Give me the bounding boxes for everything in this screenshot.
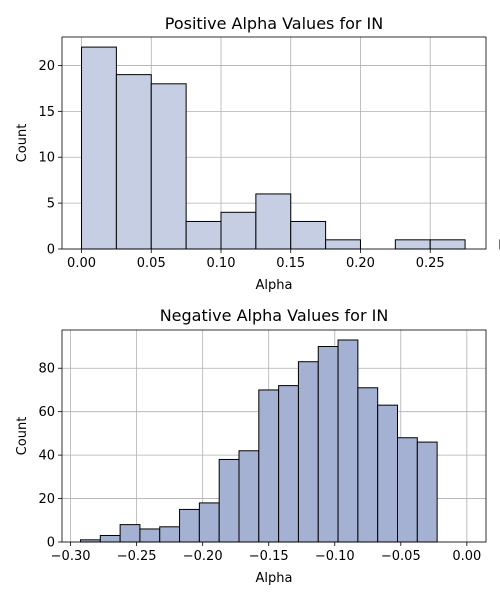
positive-x-tick-label-1: 0.05 bbox=[137, 256, 166, 271]
positive-axes-frame bbox=[61, 36, 487, 250]
positive-y-tick-label-2: 10 bbox=[38, 151, 55, 166]
negative-x-tick-label-0: −0.30 bbox=[51, 549, 91, 564]
negative-bar-8 bbox=[238, 450, 260, 543]
negative-bar-16 bbox=[397, 437, 418, 543]
negative-alpha-histogram: −0.30 −0.25 −0.20 −0.15 −0.10 −0.05 0.00 0 20 40… bbox=[15, 306, 487, 586]
negative-bar-9 bbox=[258, 389, 280, 543]
negative-bar-5 bbox=[179, 508, 200, 543]
negative-y-tick-label-4: 80 bbox=[38, 362, 55, 377]
negative-x-tick-label-2: −0.20 bbox=[183, 549, 223, 564]
positive-x-tick-label-4: 0.20 bbox=[346, 256, 375, 271]
negative-bars bbox=[79, 339, 438, 543]
positive-x-tick-label-5: 0.25 bbox=[416, 256, 445, 271]
positive-bar-1 bbox=[115, 74, 152, 250]
positive-y-tick-label-1: 5 bbox=[47, 197, 55, 212]
negative-y-tick-label-0: 0 bbox=[47, 536, 55, 551]
negative-bar-12 bbox=[317, 346, 339, 543]
negative-y-tick-label-3: 60 bbox=[38, 405, 55, 420]
negative-chart-title: Negative Alpha Values for IN bbox=[160, 306, 389, 325]
positive-y-tick-label-3: 15 bbox=[38, 105, 55, 120]
positive-x-tick-label-2: 0.10 bbox=[207, 256, 236, 271]
negative-bar-1 bbox=[99, 534, 121, 543]
positive-x-axis-label: Alpha bbox=[256, 278, 293, 293]
positive-bar-9 bbox=[394, 239, 431, 250]
negative-axes-frame bbox=[61, 329, 487, 543]
positive-chart-title: Positive Alpha Values for IN bbox=[165, 14, 383, 33]
positive-bar-2 bbox=[150, 83, 187, 250]
negative-bar-17 bbox=[416, 441, 438, 543]
positive-x-tick-label-0: 0.00 bbox=[67, 256, 96, 271]
negative-x-tick-label-5: −0.05 bbox=[381, 549, 421, 564]
negative-bar-7 bbox=[218, 458, 240, 543]
negative-bar-15 bbox=[377, 404, 399, 543]
negative-bar-6 bbox=[198, 502, 220, 543]
negative-bar-2 bbox=[119, 524, 141, 543]
positive-bar-0 bbox=[81, 46, 117, 250]
positive-bar-6 bbox=[290, 220, 327, 250]
negative-x-tick-label-6: 0.00 bbox=[452, 549, 481, 564]
negative-bar-10 bbox=[278, 385, 299, 543]
positive-bar-7 bbox=[325, 239, 361, 250]
negative-x-ticks: −0.30 −0.25 −0.20 −0.15 −0.10 −0.05 0.00 bbox=[51, 542, 481, 564]
negative-bar-14 bbox=[357, 387, 379, 543]
positive-y-ticks: 0 5 10 15 20 bbox=[38, 59, 62, 258]
negative-y-tick-label-2: 40 bbox=[38, 449, 55, 464]
negative-bar-3 bbox=[139, 528, 161, 543]
negative-x-tick-label-4: −0.10 bbox=[315, 549, 355, 564]
positive-bar-3 bbox=[185, 220, 222, 250]
negative-bar-4 bbox=[159, 526, 181, 543]
positive-x-ticks: 0.00 0.05 0.10 0.15 0.20 0.25 bbox=[67, 249, 445, 271]
negative-y-ticks: 0 20 40 60 80 bbox=[38, 362, 62, 551]
negative-x-tick-label-1: −0.25 bbox=[117, 549, 157, 564]
positive-y-axis-label: Count bbox=[15, 124, 30, 163]
positive-bar-5 bbox=[255, 193, 292, 250]
positive-bar-4 bbox=[220, 211, 257, 250]
negative-y-axis-label: Count bbox=[15, 417, 30, 456]
negative-x-tick-label-3: −0.15 bbox=[249, 549, 289, 564]
negative-y-tick-label-1: 20 bbox=[38, 492, 55, 507]
positive-bar-10 bbox=[429, 239, 466, 250]
positive-y-tick-label-4: 20 bbox=[38, 59, 55, 74]
positive-alpha-histogram: 0.00 0.05 0.10 0.15 0.20 0.25 0 5 10 15 20 Positi… bbox=[15, 14, 500, 293]
negative-bar-13 bbox=[337, 339, 359, 543]
positive-x-tick-label-3: 0.15 bbox=[276, 256, 305, 271]
negative-bar-11 bbox=[297, 361, 319, 543]
positive-bars bbox=[81, 46, 500, 250]
positive-y-tick-label-0: 0 bbox=[47, 243, 55, 258]
negative-x-axis-label: Alpha bbox=[256, 571, 293, 586]
